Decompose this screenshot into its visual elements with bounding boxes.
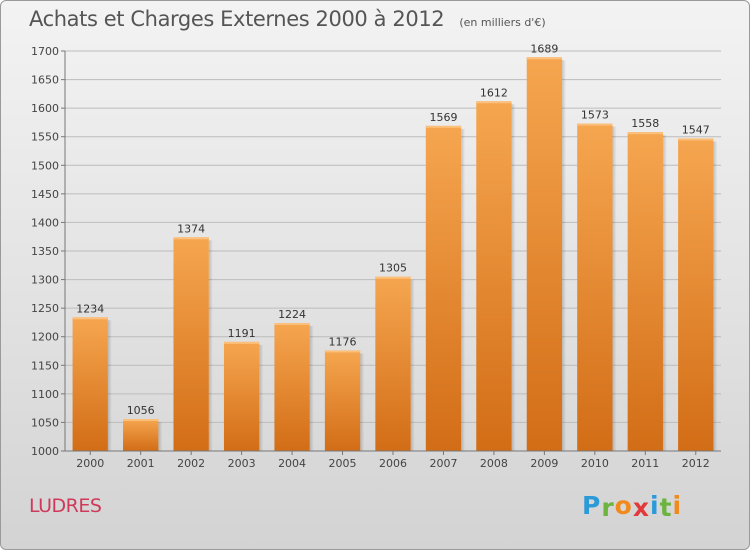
bar-shadow: [461, 128, 466, 451]
bar-top: [526, 57, 563, 60]
bar-2002: [173, 237, 209, 451]
bar-top: [72, 317, 108, 320]
bar-2005: [324, 350, 361, 451]
x-tick-label: 2010: [581, 457, 609, 470]
value-label: 1224: [278, 308, 306, 321]
x-tick-label: 2005: [329, 457, 357, 470]
bar-shadow: [612, 126, 617, 452]
y-tick-label: 1450: [31, 188, 59, 201]
y-tick-label: 1600: [31, 102, 59, 115]
bars-layer: 1234 1056 1374 1191 1224 1176 1305 1569 1612 1689…: [72, 42, 718, 452]
value-label: 1234: [76, 302, 104, 315]
value-label: 1191: [228, 327, 256, 340]
y-tick-label: 1300: [31, 274, 59, 287]
bar-top: [223, 341, 260, 344]
logo-letter: i: [650, 491, 660, 520]
bar-2000: [72, 317, 108, 451]
y-tick-label: 1650: [31, 74, 59, 87]
bar-2003: [223, 341, 260, 451]
y-tick-label: 1050: [31, 416, 59, 429]
value-label: 1573: [581, 109, 609, 122]
y-tick-label: 1700: [31, 45, 59, 58]
x-tick-label: 2006: [379, 457, 407, 470]
y-tick-label: 1200: [31, 331, 59, 344]
value-label: 1569: [429, 111, 457, 124]
x-tick-label: 2003: [228, 457, 256, 470]
bar-shadow: [158, 422, 163, 451]
commune-name: LUDRES: [29, 495, 102, 517]
value-label: 1689: [530, 42, 558, 55]
y-tick-label: 1100: [31, 388, 59, 401]
bar-2010: [577, 123, 613, 452]
bar-shadow: [511, 104, 516, 452]
y-tick-label: 1350: [31, 245, 59, 258]
bar-top: [274, 323, 310, 325]
value-label: 1612: [480, 86, 508, 99]
y-tick-label: 1250: [31, 302, 59, 315]
proxiti-logo[interactable]: Proxiti: [582, 491, 683, 522]
x-tick-label: 2009: [530, 457, 558, 470]
bar-shadow: [713, 141, 718, 451]
bar-top: [375, 276, 411, 279]
x-tick-label: 2011: [631, 457, 659, 470]
x-tick-label: 2001: [127, 457, 155, 470]
value-label: 1305: [379, 262, 407, 275]
bar-2001: [123, 419, 159, 451]
bar-2011: [627, 132, 663, 451]
bar-2007: [425, 125, 462, 451]
y-tick-label: 1550: [31, 131, 59, 144]
value-label: 1176: [329, 335, 357, 348]
title-row: Achats et Charges Externes 2000 à 2012 (…: [29, 7, 546, 31]
bar-top: [425, 125, 462, 128]
bar-shadow: [309, 326, 314, 451]
x-tick-label: 2007: [429, 457, 457, 470]
bar-top: [476, 101, 512, 104]
chart-title: Achats et Charges Externes 2000 à 2012: [29, 7, 445, 31]
bar-top: [123, 419, 159, 421]
logo-letter: t: [659, 493, 673, 522]
y-tick-label: 1000: [31, 445, 59, 458]
axis-layer: 1000 1050 1100 1150 1200 1250 1300 1350 1400 1450…: [31, 45, 721, 470]
bar-2008: [476, 101, 512, 452]
bar-shadow: [259, 344, 264, 451]
bar-2004: [274, 323, 310, 451]
x-tick-label: 2000: [76, 457, 104, 470]
x-tick-label: 2012: [682, 457, 710, 470]
value-label: 1374: [177, 222, 205, 235]
bar-top: [627, 132, 663, 135]
value-label: 1558: [631, 117, 659, 130]
bar-shadow: [662, 135, 667, 451]
logo-letter: P: [582, 491, 602, 520]
bar-2012: [678, 138, 714, 451]
bar-shadow: [208, 240, 213, 451]
x-tick-label: 2002: [177, 457, 205, 470]
bar-shadow: [562, 60, 567, 452]
x-tick-label: 2008: [480, 457, 508, 470]
y-tick-label: 1400: [31, 216, 59, 229]
bar-top: [577, 123, 613, 126]
bar-2009: [526, 57, 563, 452]
logo-letter: x: [632, 493, 650, 522]
bar-shadow: [107, 320, 112, 451]
y-tick-label: 1500: [31, 159, 59, 172]
value-label: 1056: [127, 404, 155, 417]
logo-letter: o: [614, 491, 633, 520]
logo-letter: r: [601, 493, 615, 522]
bar-shadow: [410, 279, 415, 451]
bar-shadow: [360, 353, 365, 451]
bar-top: [173, 237, 209, 240]
bar-top: [678, 138, 714, 141]
bar-2006: [375, 276, 411, 451]
bar-top: [324, 350, 361, 353]
y-tick-label: 1150: [31, 359, 59, 372]
chart-subtitle: (en milliers d'€): [459, 16, 546, 29]
logo-letter: i: [672, 491, 683, 520]
value-label: 1547: [682, 123, 710, 136]
x-tick-label: 2004: [278, 457, 306, 470]
